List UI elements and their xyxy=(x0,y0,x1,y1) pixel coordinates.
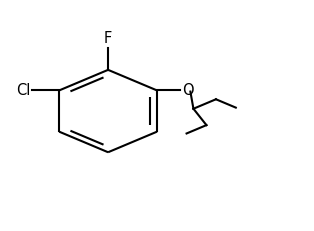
Text: Cl: Cl xyxy=(16,83,30,98)
Text: F: F xyxy=(104,31,112,46)
Text: O: O xyxy=(182,83,193,98)
